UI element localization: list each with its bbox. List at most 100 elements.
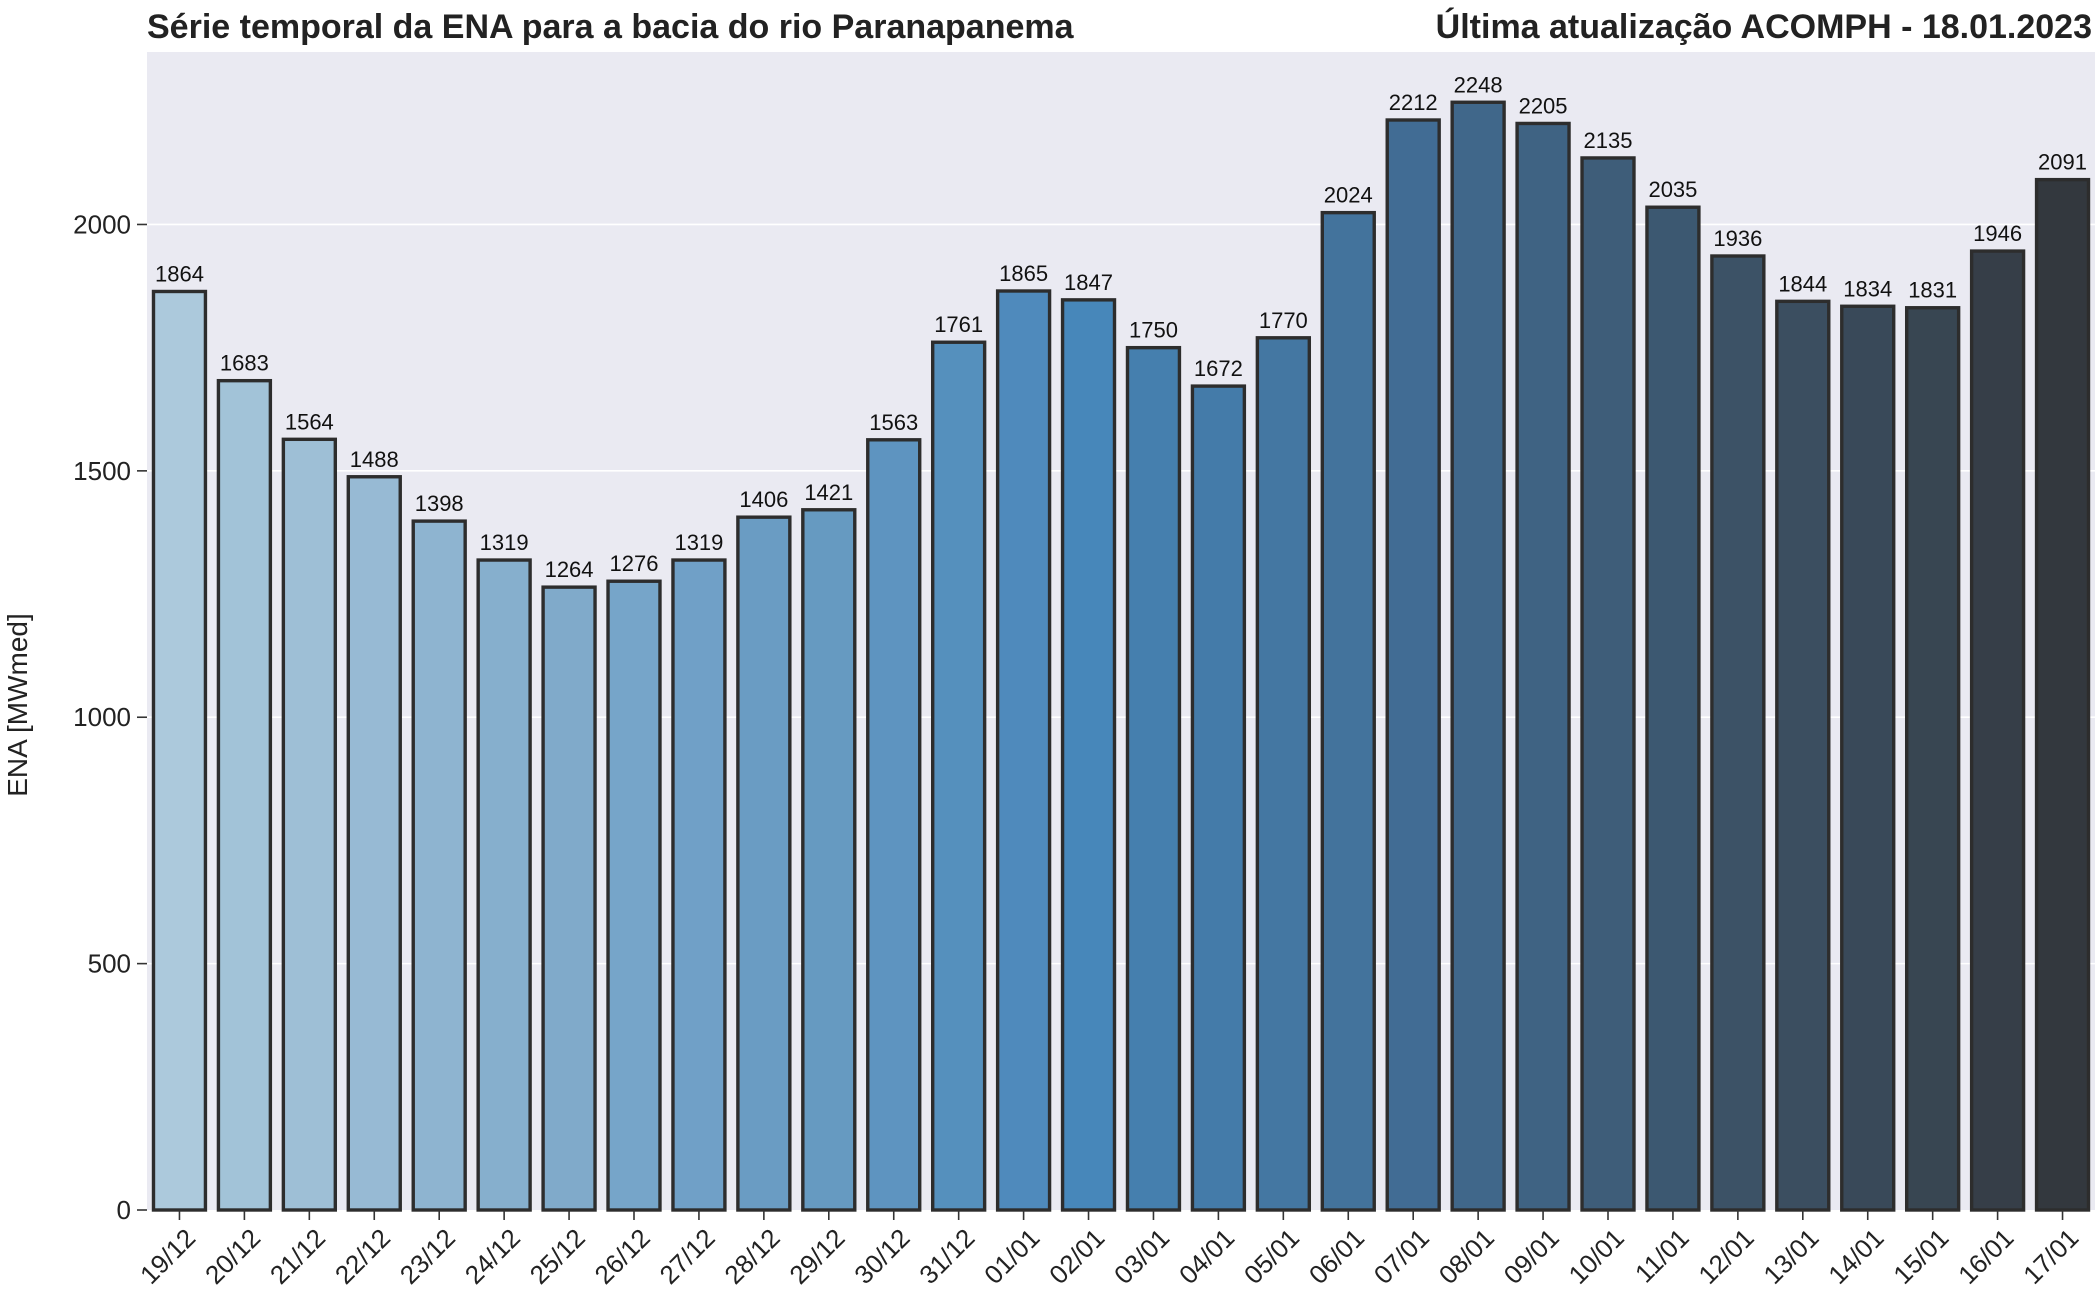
x-tick-label: 30/12 — [848, 1223, 915, 1290]
x-tick-label: 10/01 — [1563, 1223, 1630, 1290]
x-tick-label: 20/12 — [199, 1223, 266, 1290]
data-label: 2248 — [1454, 72, 1503, 97]
data-label: 1761 — [934, 312, 983, 337]
x-tick-label: 06/01 — [1303, 1223, 1370, 1290]
bar — [866, 438, 922, 1212]
data-label: 1672 — [1194, 356, 1243, 381]
x-tick-label: 11/01 — [1629, 1223, 1695, 1289]
x-tick-label: 16/01 — [1952, 1223, 2019, 1290]
data-label: 1563 — [869, 410, 918, 435]
bar — [1840, 304, 1896, 1212]
x-tick-label: 15/01 — [1887, 1223, 1954, 1290]
x-tick-label: 31/12 — [913, 1223, 980, 1290]
bar — [1645, 205, 1701, 1212]
bar — [216, 378, 273, 1212]
x-tick-label: 26/12 — [589, 1223, 656, 1290]
bar — [1450, 100, 1506, 1212]
data-label: 2212 — [1389, 90, 1438, 115]
data-label: 1770 — [1259, 308, 1308, 333]
bar — [1904, 306, 1961, 1212]
data-label: 1564 — [285, 409, 334, 434]
data-label: 2091 — [2038, 150, 2087, 175]
data-label: 1406 — [739, 487, 788, 512]
data-label: 1319 — [480, 530, 529, 555]
y-tick-label: 1000 — [73, 702, 131, 732]
bar — [151, 289, 208, 1212]
x-tick-label: 14/01 — [1822, 1223, 1889, 1290]
x-tick-label: 09/01 — [1498, 1223, 1565, 1290]
data-label: 2205 — [1519, 93, 1568, 118]
x-tick-label: 23/12 — [394, 1223, 461, 1290]
bar — [1060, 298, 1117, 1212]
x-tick-label: 04/01 — [1173, 1223, 1240, 1290]
bar — [1385, 118, 1441, 1212]
data-label: 1847 — [1064, 270, 1113, 295]
bar — [930, 340, 987, 1212]
data-label: 1750 — [1129, 318, 1178, 343]
data-label: 1488 — [350, 447, 399, 472]
bar — [2034, 177, 2091, 1212]
x-tick-label: 05/01 — [1238, 1223, 1305, 1290]
bar — [1255, 336, 1312, 1212]
bar — [1320, 210, 1376, 1212]
x-tick-label: 03/01 — [1108, 1223, 1175, 1290]
x-tick-label: 01/01 — [978, 1223, 1045, 1290]
y-tick-label: 500 — [88, 949, 131, 979]
data-label: 1683 — [220, 351, 269, 376]
bar — [995, 289, 1052, 1212]
bar — [1775, 299, 1831, 1212]
plot-background — [147, 52, 2095, 1210]
bar — [801, 508, 857, 1212]
chart-title: Série temporal da ENA para a bacia do ri… — [147, 8, 1074, 46]
x-tick-label: 21/12 — [264, 1223, 331, 1290]
data-label: 1865 — [999, 261, 1048, 286]
x-tick-label: 07/01 — [1368, 1223, 1435, 1290]
y-tick-label: 1500 — [73, 456, 131, 486]
data-label: 1421 — [804, 480, 853, 505]
bar — [281, 437, 338, 1212]
bar — [1190, 384, 1247, 1212]
data-label: 1831 — [1908, 278, 1957, 303]
data-label: 1319 — [674, 530, 723, 555]
x-tick-label: 29/12 — [783, 1223, 850, 1290]
x-tick-label: 27/12 — [654, 1223, 721, 1290]
x-tick-label: 13/01 — [1757, 1223, 1824, 1290]
x-tick-label: 19/12 — [134, 1223, 201, 1290]
data-label: 1946 — [1973, 221, 2022, 246]
bar — [1580, 156, 1636, 1212]
bar — [411, 519, 467, 1212]
x-tick-label: 22/12 — [329, 1223, 396, 1290]
x-tick-label: 17/01 — [2017, 1223, 2084, 1290]
data-label: 2135 — [1584, 128, 1633, 153]
bar — [346, 475, 402, 1212]
bar — [1710, 254, 1766, 1212]
x-tick-label: 24/12 — [459, 1223, 526, 1290]
data-label: 1936 — [1713, 226, 1762, 251]
data-label: 2024 — [1324, 183, 1373, 208]
data-label: 1264 — [545, 557, 594, 582]
x-tick-label: 08/01 — [1433, 1223, 1500, 1290]
data-label: 1864 — [155, 261, 204, 286]
data-label: 1276 — [610, 551, 659, 576]
chart-update-label: Última atualização ACOMPH - 18.01.2023 — [1435, 8, 2092, 46]
bar — [541, 585, 597, 1212]
bar — [736, 515, 792, 1212]
bar — [476, 558, 532, 1212]
y-tick-label: 0 — [117, 1195, 131, 1225]
bar — [671, 558, 727, 1212]
data-label: 1834 — [1843, 276, 1892, 301]
y-tick-label: 2000 — [73, 209, 131, 239]
bar — [606, 579, 662, 1212]
x-tick-label: 12/01 — [1692, 1223, 1759, 1290]
data-label: 2035 — [1648, 177, 1697, 202]
bar — [1515, 121, 1571, 1212]
bar — [1969, 249, 2026, 1212]
x-tick-label: 28/12 — [718, 1223, 785, 1290]
x-tick-label: 02/01 — [1043, 1223, 1110, 1290]
bar — [1125, 345, 1182, 1212]
x-tick-label: 25/12 — [524, 1223, 591, 1290]
data-label: 1844 — [1778, 271, 1827, 296]
data-label: 1398 — [415, 491, 464, 516]
